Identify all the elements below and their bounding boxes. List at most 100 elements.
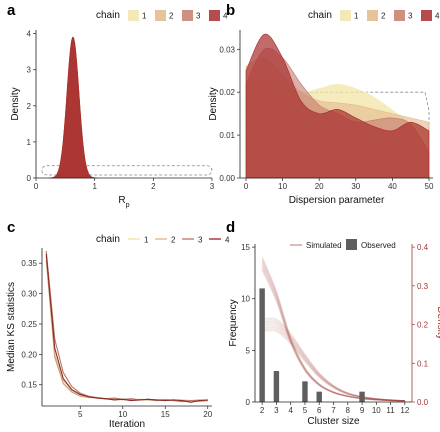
legend-label-chain-3: 3	[408, 12, 413, 21]
legend-swatch-chain-1	[340, 10, 351, 21]
legend-title: chain	[96, 10, 120, 21]
x-tick-label: 7	[331, 406, 336, 415]
simulated-lower-curve	[262, 326, 405, 402]
x-tick-label: 10	[372, 406, 381, 415]
x-tick-label: 9	[360, 406, 365, 415]
y-tick-label: 1	[27, 138, 32, 147]
y-tick-label: 0.35	[21, 259, 37, 268]
x-axis-title: Iteration	[109, 419, 145, 430]
x-tick-label: 12	[400, 406, 409, 415]
legend-swatch-chain-4	[209, 10, 220, 21]
y-tick-label: 0	[246, 398, 251, 407]
x-tick-label: 50	[425, 182, 434, 191]
legend-label-simulated: Simulated	[306, 241, 342, 250]
x-tick-label: 4	[288, 406, 293, 415]
x-tick-label: 11	[386, 406, 395, 415]
legend-label-chain-3: 3	[198, 236, 203, 245]
legend-swatch-chain-2	[367, 10, 378, 21]
y2-tick-label: 0.3	[417, 282, 429, 291]
x-tick-label: 8	[346, 406, 351, 415]
x-tick-label: 0	[244, 182, 249, 191]
ks-line-chain-3	[45, 250, 208, 403]
x-tick-label: 3	[274, 406, 279, 415]
x-tick-label: 30	[351, 182, 360, 191]
legend-label-observed: Observed	[361, 241, 396, 250]
simulated-upper-curve	[261, 269, 405, 402]
panel-letter-c: c	[7, 219, 15, 236]
simulated-upper-curve	[261, 256, 405, 402]
density-area-chain-4	[245, 33, 430, 179]
ks-line-chain-2	[45, 260, 208, 402]
x-axis-title: Dispersion parameter	[289, 195, 385, 206]
simulated-upper-curve	[261, 264, 405, 402]
simulated-upper-curve	[261, 268, 405, 402]
legend-label-chain-3: 3	[196, 12, 201, 21]
ks-line-chain-4	[45, 254, 208, 403]
y-tick-label: 3	[27, 66, 32, 75]
y-axis-title: Density	[10, 87, 21, 120]
x-tick-label: 2	[151, 182, 156, 191]
y-tick-label: 5	[246, 346, 251, 355]
legend-label-chain-2: 2	[381, 12, 386, 21]
y-tick-label: 0.02	[219, 88, 235, 97]
y-tick-label: 15	[241, 243, 250, 252]
panel-b-density-dispersion: 0 10 20 30 40 50 0.00 0.01 0.02 0.03 Dispersion pa…	[208, 10, 440, 206]
y-tick-label: 0	[27, 174, 32, 183]
y-tick-label: 0.15	[21, 381, 37, 390]
legend-label-chain-4: 4	[435, 12, 440, 21]
x-tick-label: 40	[388, 182, 397, 191]
legend-label-chain-1: 1	[144, 236, 149, 245]
legend-swatch-observed	[346, 239, 357, 250]
y2-tick-label: 0.2	[417, 321, 429, 330]
x-tick-label: 10	[118, 410, 127, 419]
y2-tick-label: 0.4	[417, 243, 429, 252]
legend-label-chain-2: 2	[169, 12, 174, 21]
y-axis-title: Density	[208, 87, 219, 120]
panel-d-cluster-size: 0.00.10.20.30.42 3 4 5 6 7 8 9 10 11 12051015Clust…	[228, 239, 440, 427]
density-area-chain-4	[48, 36, 98, 179]
simulated-lower-curve	[262, 317, 405, 402]
observed-bar-5	[302, 381, 308, 402]
legend-swatch-chain-1	[128, 10, 139, 21]
simulated-lower-curve	[262, 322, 405, 402]
legend-swatch-chain-2	[155, 10, 166, 21]
simulated-lower-curve	[262, 329, 405, 402]
prior-dashed-outline	[41, 165, 213, 176]
observed-bar-6	[316, 391, 322, 402]
x-tick-label: 2	[260, 406, 265, 415]
x-tick-label: 10	[278, 182, 287, 191]
x-tick-label: 1	[92, 182, 97, 191]
y-tick-label: 0.25	[21, 320, 37, 329]
y-tick-label: 2	[27, 102, 32, 111]
legend-swatch-chain-4	[421, 10, 432, 21]
x-tick-label: 5	[303, 406, 308, 415]
simulated-lower-curve	[262, 328, 405, 402]
x-axis-title: Rp	[118, 195, 129, 209]
legend-title: chain	[308, 10, 332, 21]
y2-tick-label: 0.0	[417, 398, 429, 407]
legend-label-chain-1: 1	[354, 12, 359, 21]
x-tick-label: 5	[78, 410, 83, 419]
observed-bar-2	[259, 288, 265, 402]
simulated-lower-curve	[262, 318, 405, 402]
legend-label-chain-4: 4	[223, 12, 228, 21]
y2-tick-label: 0.1	[417, 359, 429, 368]
x-tick-label: 0	[34, 182, 39, 191]
ks-line-chain-1	[45, 255, 208, 402]
panel-letter-b: b	[226, 2, 235, 19]
simulated-upper-curve	[261, 266, 405, 402]
legend-label-chain-1: 1	[142, 12, 147, 21]
x-axis-title: Cluster size	[307, 416, 360, 427]
y-axis-title: Frequency	[228, 299, 239, 346]
x-axis-title-subscript: p	[126, 202, 130, 209]
panel-letter-a: a	[7, 2, 16, 19]
legend-title: chain	[96, 234, 120, 245]
simulated-lower-curve	[262, 320, 405, 402]
y-tick-label: 4	[27, 30, 32, 39]
legend-label-chain-2: 2	[171, 236, 176, 245]
simulated-lower-curve	[262, 323, 405, 402]
x-tick-label: 15	[161, 410, 170, 419]
legend-swatch-chain-3	[394, 10, 405, 21]
panel-a-density-rp: 0 1 2 3 0 1 2 3 4 Rp Density chain 1 2 3 4	[10, 10, 228, 209]
y-tick-label: 0.30	[21, 290, 37, 299]
